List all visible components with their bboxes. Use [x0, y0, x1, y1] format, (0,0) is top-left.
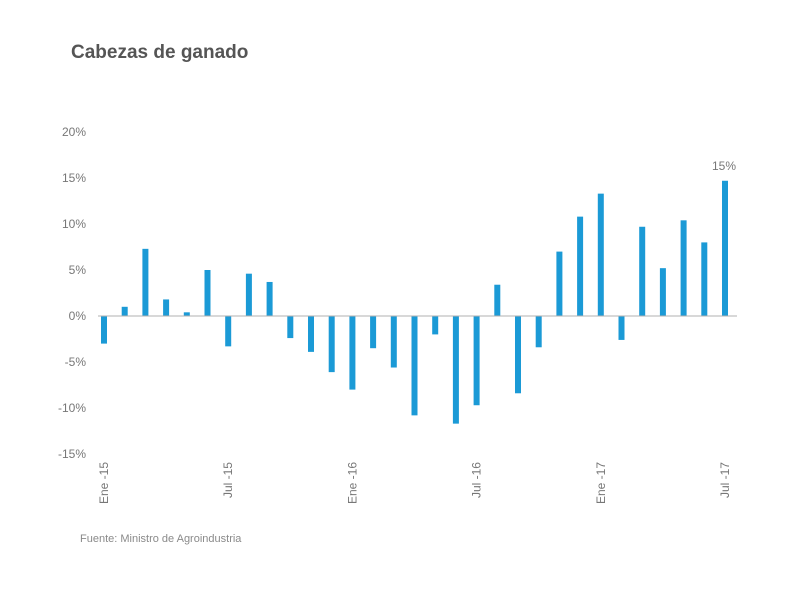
- bar: [370, 316, 377, 349]
- y-tick-label: 15%: [62, 171, 86, 185]
- bar: [535, 316, 542, 348]
- y-tick-label: -10%: [58, 401, 86, 415]
- bar: [245, 273, 252, 316]
- bar: [577, 216, 584, 316]
- y-tick-label: -5%: [65, 355, 87, 369]
- bar: [142, 248, 149, 316]
- bar: [659, 268, 666, 316]
- bar: [225, 316, 232, 347]
- bar: [494, 284, 501, 316]
- bar: [432, 316, 439, 335]
- bar: [597, 193, 604, 316]
- bar: [349, 316, 356, 390]
- x-tick-label: Jul -16: [470, 462, 484, 498]
- bar: [308, 316, 314, 352]
- bar: [266, 281, 273, 316]
- bar: [183, 312, 190, 316]
- bar: [121, 306, 128, 316]
- x-tick-label: Ene -17: [594, 462, 608, 504]
- x-tick-label: Jul -17: [718, 462, 732, 498]
- bar: [556, 251, 563, 316]
- bar: [680, 220, 687, 316]
- bar: [101, 316, 107, 344]
- bar: [473, 316, 480, 406]
- bar: [639, 226, 646, 316]
- bar: [328, 316, 335, 373]
- annotations: 15%: [712, 159, 736, 173]
- x-tick-label: Ene -15: [97, 462, 111, 504]
- bar: [701, 242, 708, 316]
- x-axis-ticks: Ene -15 Jul -15 Ene -16 Jul -16 Ene -17 Jul -…: [97, 462, 732, 504]
- x-tick-label: Ene -16: [345, 462, 359, 504]
- y-tick-label: 0%: [69, 309, 87, 323]
- y-tick-label: -15%: [58, 447, 86, 461]
- bar: [452, 316, 459, 424]
- bar: [204, 270, 211, 316]
- chart-title: Cabezas de ganado: [71, 42, 249, 63]
- bar: [390, 316, 397, 368]
- y-tick-label: 5%: [69, 263, 87, 277]
- y-tick-label: 10%: [62, 217, 86, 231]
- bar: [618, 316, 625, 340]
- bar: [411, 316, 418, 416]
- x-tick-label: Jul -15: [221, 462, 235, 498]
- bar: [163, 299, 170, 316]
- bars: [101, 180, 728, 424]
- bar: [515, 316, 521, 394]
- bar: [722, 180, 728, 316]
- source-note: Fuente: Ministro de Agroindustria: [80, 533, 242, 545]
- y-tick-label: 20%: [62, 125, 86, 139]
- bar: [287, 316, 294, 339]
- data-label: 15%: [712, 159, 736, 173]
- y-axis-ticks: 20% 15% 10% 5% 0% -5% -10% -15%: [58, 125, 86, 461]
